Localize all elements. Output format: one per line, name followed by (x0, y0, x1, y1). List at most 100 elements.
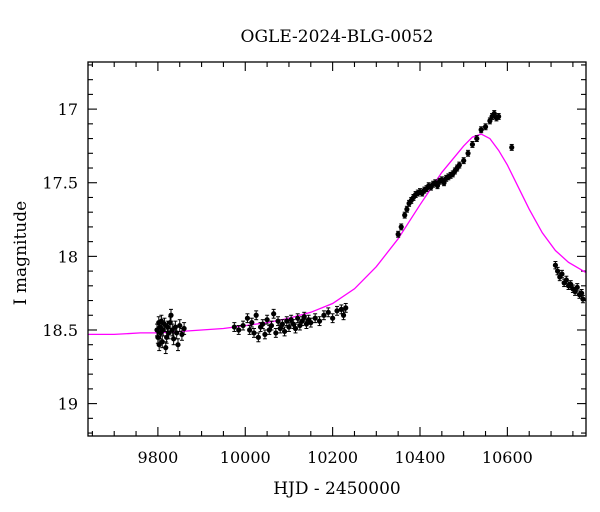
data-marker (482, 124, 489, 130)
data-marker (308, 320, 314, 326)
data-marker (474, 135, 480, 142)
y-tick-label: 17.5 (42, 174, 78, 193)
x-tick-label: 9800 (138, 448, 179, 467)
data-point (482, 123, 489, 131)
data-point (295, 313, 301, 324)
data-marker (334, 308, 340, 314)
data-point (340, 310, 347, 321)
chart-title: OGLE-2024-BLG-0052 (241, 27, 434, 47)
y-tick-label: 19 (58, 395, 78, 414)
y-axis-ticks: 17 17.5 18 18.5 19 (42, 64, 586, 434)
data-point (509, 143, 515, 151)
data-marker (303, 321, 310, 327)
x-axis-ticks: 9800 10000 10200 10400 10600 (91, 62, 574, 467)
data-marker (179, 331, 185, 338)
data-point (321, 310, 327, 321)
data-marker (572, 289, 578, 295)
data-marker (288, 317, 294, 323)
data-marker (177, 322, 183, 329)
data-marker (268, 322, 275, 329)
data-marker (292, 325, 299, 332)
data-marker (469, 141, 476, 148)
data-point (395, 230, 401, 238)
data-point (262, 329, 268, 340)
y-tick-label: 17 (58, 100, 78, 119)
data-point (563, 275, 569, 285)
data-marker (271, 311, 277, 317)
data-marker (236, 327, 242, 333)
data-marker (568, 281, 574, 287)
data-marker (275, 318, 281, 324)
data-marker (496, 113, 502, 120)
data-marker (321, 312, 327, 318)
data-point (312, 313, 318, 324)
data-marker (181, 325, 187, 332)
data-marker (262, 331, 268, 338)
data-point (273, 328, 279, 338)
data-point (231, 322, 237, 332)
data-marker (316, 318, 323, 324)
data-point (264, 314, 270, 325)
data-point (292, 323, 299, 334)
data-marker (461, 158, 467, 164)
data-marker (273, 330, 279, 336)
data-marker (171, 336, 177, 342)
data-point (177, 319, 183, 332)
data-point (251, 328, 257, 338)
data-point (404, 205, 410, 213)
data-point (236, 325, 242, 335)
data-point (249, 317, 255, 328)
data-marker (580, 296, 586, 302)
data-marker (301, 314, 307, 320)
data-point (286, 322, 292, 332)
data-point (465, 149, 471, 157)
data-marker (286, 324, 292, 330)
data-marker (297, 322, 303, 329)
data-marker (281, 328, 288, 335)
data-point (456, 161, 462, 169)
data-marker (175, 342, 181, 348)
data-point (343, 302, 349, 313)
data-marker (340, 312, 347, 318)
x-axis-label: HJD - 2450000 (273, 479, 401, 499)
data-marker (290, 321, 296, 327)
data-point (240, 320, 246, 331)
data-marker (231, 324, 237, 330)
x-tick-label: 10400 (395, 448, 446, 467)
y-axis-label: I magnitude (11, 201, 31, 305)
data-marker (253, 312, 259, 318)
data-marker (240, 322, 246, 329)
data-marker (266, 327, 272, 333)
data-point (255, 332, 261, 343)
data-marker (343, 305, 349, 311)
data-point (161, 317, 168, 331)
data-marker (312, 315, 318, 321)
data-point (308, 317, 314, 328)
data-point (260, 319, 266, 330)
data-point (247, 325, 253, 335)
data-marker (398, 224, 404, 230)
data-marker (509, 144, 515, 151)
data-marker (395, 231, 401, 237)
data-marker (579, 290, 585, 296)
data-marker (563, 277, 569, 283)
data-point (555, 266, 561, 276)
data-point (330, 313, 336, 324)
data-point (166, 326, 172, 340)
data-points (154, 110, 586, 355)
data-point (281, 326, 288, 337)
data-marker (247, 327, 253, 333)
data-marker (325, 309, 331, 315)
data-marker (255, 334, 261, 340)
data-marker (456, 162, 462, 168)
data-point (268, 320, 275, 331)
data-marker (465, 150, 471, 156)
y-tick-label: 18 (58, 247, 78, 266)
data-marker (249, 320, 255, 326)
data-marker (478, 127, 484, 133)
model-curve (88, 133, 587, 336)
data-point (244, 313, 251, 324)
x-tick-label: 10200 (307, 448, 358, 467)
data-point (175, 338, 181, 352)
data-marker (244, 315, 251, 321)
